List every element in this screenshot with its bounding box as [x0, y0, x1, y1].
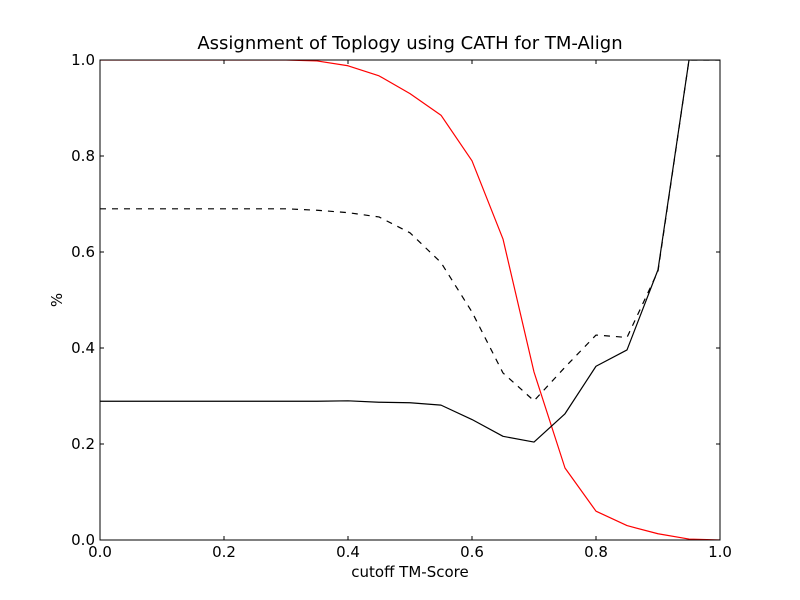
y-tick-label: 0.4: [71, 339, 95, 357]
x-tick-label: 1.0: [708, 543, 732, 561]
y-tick-label: 0.8: [71, 147, 95, 165]
x-axis-ticks: 0.0 0.2 0.4 0.6 0.8 1.0: [88, 60, 732, 561]
series-line-2: [100, 60, 720, 402]
series-line-1: [100, 60, 720, 540]
x-tick-label: 0.0: [88, 543, 112, 561]
plot-frame: [99, 59, 721, 541]
chart-title: Assignment of Toplogy using CATH for TM-…: [197, 33, 622, 54]
y-tick-label: 0.2: [71, 435, 95, 453]
series-layer: [100, 60, 720, 540]
series-line-3: [100, 60, 720, 443]
x-axis-title: cutoff TM-Score: [351, 563, 468, 581]
y-axis-title: %: [48, 293, 66, 307]
x-tick-label: 0.2: [212, 543, 236, 561]
x-tick-label: 0.6: [460, 543, 484, 561]
y-tick-label: 1.0: [71, 51, 95, 69]
x-tick-label: 0.8: [584, 543, 608, 561]
y-axis-ticks: 0.0 0.2 0.4 0.6 0.8 1.0: [71, 51, 720, 549]
y-tick-label: 0.0: [71, 531, 95, 549]
y-tick-label: 0.6: [71, 243, 95, 261]
x-tick-label: 0.4: [336, 543, 360, 561]
